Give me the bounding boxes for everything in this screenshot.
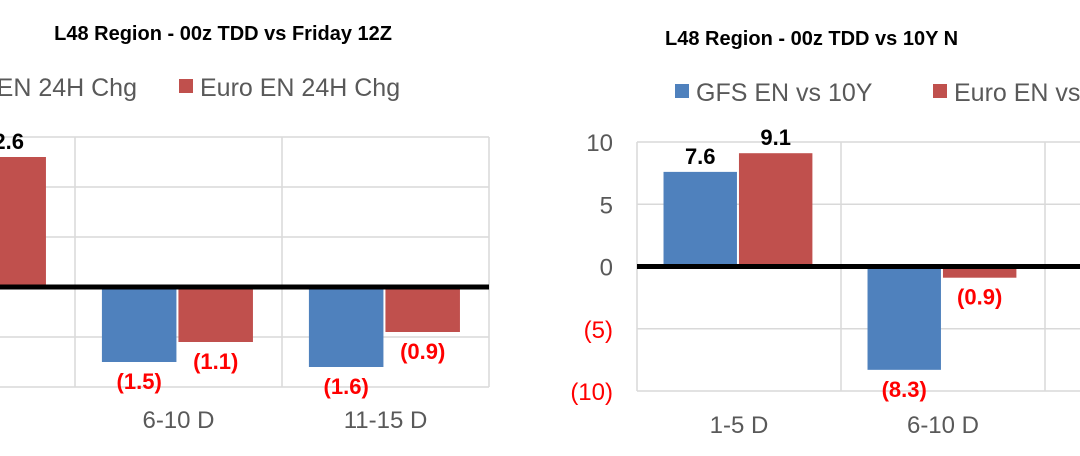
bar bbox=[0, 157, 46, 287]
bar bbox=[101, 287, 177, 362]
chart-title: L48 Region - 00z TDD vs 10Y N bbox=[665, 28, 958, 50]
data-label: (1.5) bbox=[117, 369, 162, 394]
legend-swatch bbox=[933, 84, 947, 98]
legend-label: Euro EN 24H Chg bbox=[200, 74, 400, 102]
bar bbox=[663, 171, 737, 267]
data-label: (0.9) bbox=[400, 339, 445, 364]
data-label: 7.6 bbox=[685, 144, 716, 169]
data-label: (0.9) bbox=[957, 285, 1002, 310]
category-label: 1-5 D bbox=[710, 412, 769, 439]
bar bbox=[308, 287, 384, 367]
y-tick-label: (5) bbox=[584, 317, 613, 344]
bar bbox=[738, 153, 813, 267]
data-label: 9.1 bbox=[760, 125, 791, 150]
data-label: (1.1) bbox=[193, 349, 238, 374]
bar bbox=[942, 266, 1017, 278]
category-label: 6-10 D bbox=[907, 412, 979, 439]
y-tick-label: (10) bbox=[570, 379, 613, 406]
y-tick-label: 10 bbox=[586, 130, 613, 157]
data-label: (8.3) bbox=[882, 377, 927, 402]
category-label: 1-5 D bbox=[0, 407, 1, 434]
legend-label: Euro EN vs 10Y bbox=[954, 79, 1080, 107]
bar bbox=[867, 266, 941, 370]
category-label: 11-15 D bbox=[344, 407, 428, 434]
y-tick-label: 0 bbox=[600, 255, 613, 282]
legend-swatch bbox=[675, 84, 689, 98]
y-tick-label: 5 bbox=[600, 192, 613, 219]
category-label: 6-10 D bbox=[142, 407, 214, 434]
chart-title: L48 Region - 00z TDD vs Friday 12Z bbox=[54, 23, 392, 45]
legend-swatch bbox=[179, 79, 193, 93]
data-label: (1.6) bbox=[324, 374, 369, 399]
bar bbox=[178, 287, 253, 342]
bar bbox=[385, 287, 460, 332]
data-label: 2.6 bbox=[0, 129, 24, 154]
legend-label: GFS EN vs 10Y bbox=[696, 79, 873, 107]
legend-label: GFS EN 24H Chg bbox=[0, 74, 137, 102]
